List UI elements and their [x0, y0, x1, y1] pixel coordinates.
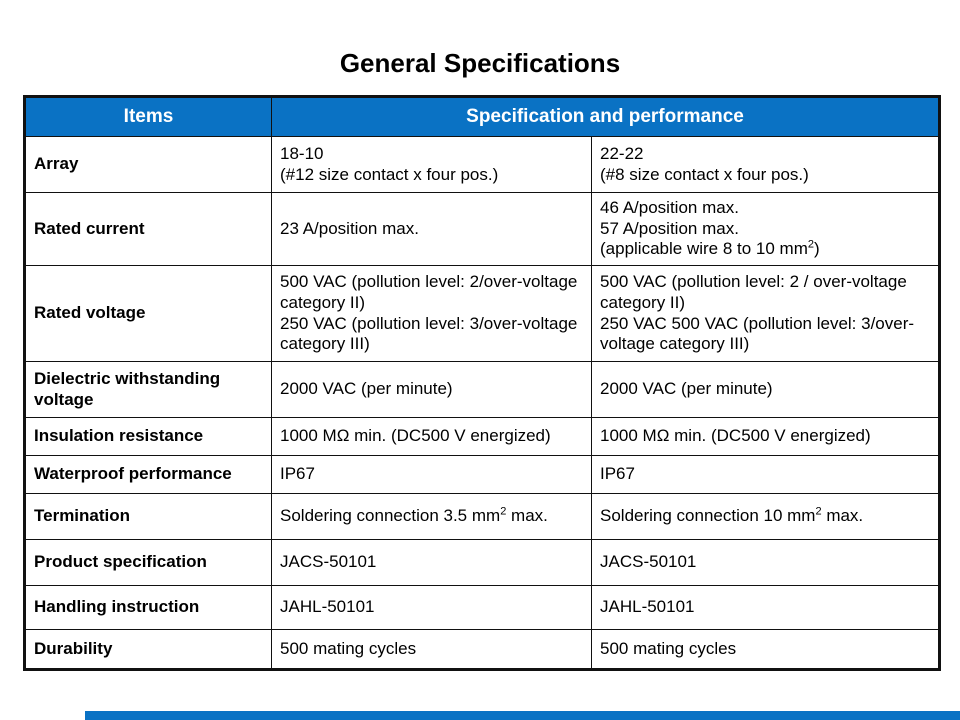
- table-row: Handling instruction JAHL-50101 JAHL-50101: [24, 585, 940, 631]
- spec-line: JAHL-50101: [280, 597, 375, 617]
- spec-table-body: Array 18-10 (#12 size contact x four pos.)…: [24, 136, 940, 671]
- item-label-cell: Insulation resistance: [24, 417, 272, 457]
- spec-line: 1000 MΩ min. (DC500 V energized): [280, 426, 551, 446]
- column-header-specification: Specification and performance: [271, 96, 940, 137]
- bottom-accent-bar: [85, 711, 960, 720]
- spec-cell-left: JACS-50101: [271, 539, 592, 587]
- spec-line: (applicable wire 8 to 10 mm2): [600, 238, 820, 259]
- spec-table-header: Items Specification and performance: [24, 96, 940, 137]
- spec-cell-right: 500 VAC (pollution level: 2 / over-volta…: [591, 265, 940, 363]
- spec-cell-right: JACS-50101: [591, 539, 940, 587]
- spec-line: 500 mating cycles: [280, 638, 417, 658]
- spec-cell-left: 23 A/position max.: [271, 191, 592, 267]
- spec-line: 500 VAC (pollution level: 2/over-voltage…: [280, 272, 578, 312]
- spec-line: Soldering connection 10 mm2 max.: [600, 505, 864, 526]
- spec-cell-right: Soldering connection 10 mm2 max.: [591, 493, 940, 541]
- spec-line: 23 A/position max.: [280, 218, 419, 238]
- spec-line: 500 mating cycles: [600, 638, 737, 658]
- spec-line: JACS-50101: [280, 552, 377, 572]
- spec-cell-right: 2000 VAC (per minute): [591, 361, 940, 419]
- spec-cell-left: JAHL-50101: [271, 585, 592, 631]
- spec-cell-right: 22-22 (#8 size contact x four pos.): [591, 136, 940, 193]
- spec-line: 2000 VAC (per minute): [600, 379, 773, 399]
- item-label-cell: Durability: [24, 629, 272, 671]
- spec-line: 18-10: [280, 143, 324, 163]
- spec-cell-left: Soldering connection 3.5 mm2 max.: [271, 493, 592, 541]
- spec-cell-right: JAHL-50101: [591, 585, 940, 631]
- spec-cell-left: 500 VAC (pollution level: 2/over-voltage…: [271, 265, 592, 363]
- table-row: Dielectric withstanding voltage 2000 VAC …: [24, 361, 940, 419]
- table-row: Rated voltage 500 VAC (pollution level: 2…: [24, 265, 940, 363]
- spec-cell-right: 500 mating cycles: [591, 629, 940, 671]
- spec-cell-left: 500 mating cycles: [271, 629, 592, 671]
- spec-line: 2000 VAC (per minute): [280, 379, 453, 399]
- spec-line: 22-22: [600, 143, 644, 163]
- item-label-cell: Product specification: [24, 539, 272, 587]
- spec-cell-left: 2000 VAC (per minute): [271, 361, 592, 419]
- item-label-cell: Termination: [24, 493, 272, 541]
- spec-line: 46 A/position max.: [600, 198, 739, 217]
- spec-line: (#8 size contact x four pos.): [600, 164, 809, 184]
- table-row: Insulation resistance 1000 MΩ min. (DC500…: [24, 417, 940, 457]
- spec-line: (#12 size contact x four pos.): [280, 164, 499, 184]
- spec-cell-left: IP67: [271, 455, 592, 495]
- item-label-cell: Dielectric withstanding voltage: [24, 361, 272, 419]
- spec-line: IP67: [600, 464, 635, 484]
- spec-line: JAHL-50101: [600, 597, 695, 617]
- spec-line: JACS-50101: [600, 552, 697, 572]
- spec-line: 1000 MΩ min. (DC500 V energized): [600, 426, 871, 446]
- spec-table: Items Specification and performance Arra…: [23, 95, 941, 672]
- spec-line: 500 VAC (pollution level: 2 / over-volta…: [600, 272, 907, 312]
- table-row: Array 18-10 (#12 size contact x four pos.)…: [24, 136, 940, 193]
- spec-cell-right: 46 A/position max. 57 A/position max. (app…: [591, 191, 940, 267]
- table-row: Waterproof performance IP67 IP67: [24, 455, 940, 495]
- header-row: Items Specification and performance: [24, 96, 940, 137]
- page-title: General Specifications: [339, 48, 621, 78]
- item-label-cell: Waterproof performance: [24, 455, 272, 495]
- spec-line: IP67: [280, 464, 315, 484]
- table-row: Durability 500 mating cycles 500 mating cy…: [24, 629, 940, 671]
- table-row: Rated current 23 A/position max. 46 A/posi…: [24, 191, 940, 267]
- spec-line: 250 VAC (pollution level: 3/over-voltage…: [280, 313, 578, 354]
- item-label-cell: Rated current: [24, 191, 272, 267]
- spec-cell-right: IP67: [591, 455, 940, 495]
- item-label-cell: Rated voltage: [24, 265, 272, 363]
- spec-cell-left: 18-10 (#12 size contact x four pos.): [271, 136, 592, 193]
- column-header-items: Items: [24, 96, 272, 137]
- spec-line: 250 VAC 500 VAC (pollution level: 3/over…: [600, 313, 915, 354]
- spec-line: Soldering connection 3.5 mm2 max.: [280, 505, 548, 526]
- spec-line: 57 A/position max.: [600, 218, 739, 238]
- table-row: Product specification JACS-50101 JACS-5010…: [24, 539, 940, 587]
- spec-cell-right: 1000 MΩ min. (DC500 V energized): [591, 417, 940, 457]
- item-label-cell: Array: [24, 136, 272, 193]
- item-label-cell: Handling instruction: [24, 585, 272, 631]
- table-row: Termination Soldering connection 3.5 mm2 …: [24, 493, 940, 541]
- spec-cell-left: 1000 MΩ min. (DC500 V energized): [271, 417, 592, 457]
